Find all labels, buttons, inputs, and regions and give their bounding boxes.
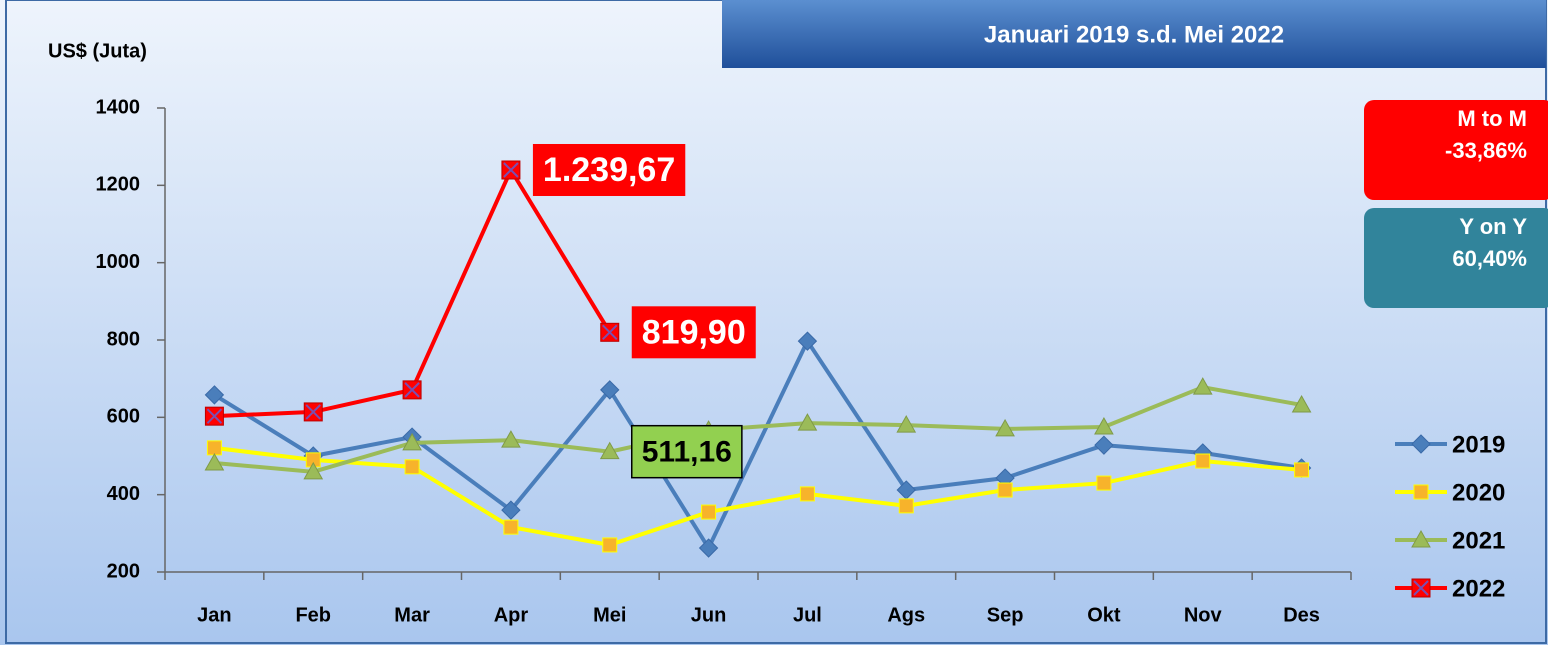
point <box>898 498 914 514</box>
y-tick-label: 1400 <box>96 96 141 118</box>
point <box>204 452 225 471</box>
point <box>503 519 519 535</box>
data-label-box <box>631 424 743 479</box>
x-tick-label: Sep <box>987 604 1024 626</box>
point <box>698 538 719 558</box>
x-tick-label: Jan <box>197 604 231 626</box>
data-label-box <box>532 143 686 196</box>
point <box>797 413 818 431</box>
y-tick-label: 600 <box>107 406 140 428</box>
point-x <box>206 408 223 424</box>
point <box>402 432 422 451</box>
point <box>1195 453 1211 469</box>
point-x <box>305 404 321 420</box>
point <box>1411 434 1431 454</box>
legend-label: 2020 <box>1452 479 1505 506</box>
point-x <box>503 162 519 178</box>
point <box>1192 377 1213 395</box>
point <box>797 331 818 351</box>
point <box>600 322 620 342</box>
point <box>204 385 225 405</box>
y-tick-label: 1000 <box>96 251 141 273</box>
x-tick-label: Feb <box>295 604 331 626</box>
legend-label: 2022 <box>1452 575 1505 602</box>
data-label: 819,90 <box>642 313 746 351</box>
point <box>1411 529 1431 548</box>
point <box>1413 484 1429 500</box>
series-line <box>213 337 1302 553</box>
x-tick-label: Jun <box>691 604 727 626</box>
y-tick-label: 1200 <box>96 174 141 196</box>
title-banner <box>722 0 1546 68</box>
point <box>501 430 521 448</box>
y-tick-label: 400 <box>107 483 140 505</box>
x-tick-label: Okt <box>1087 604 1121 626</box>
point <box>1094 416 1114 435</box>
point <box>1096 475 1112 491</box>
series-line <box>214 385 1302 474</box>
annotation-text: 60,40% <box>1452 246 1527 271</box>
series-line <box>214 445 1302 547</box>
legend-label: 2021 <box>1452 527 1505 554</box>
point <box>501 160 521 180</box>
annotation-box <box>1364 100 1548 200</box>
annotation-title: Y on Y <box>1459 214 1527 239</box>
point <box>402 380 422 400</box>
legend-label: 2019 <box>1452 431 1505 458</box>
y-tick-label: 800 <box>107 328 140 350</box>
x-tick-label: Ags <box>887 604 925 626</box>
point <box>1294 462 1310 478</box>
point <box>1291 394 1312 413</box>
x-tick-label: Apr <box>494 604 529 626</box>
chart-title: Januari 2019 s.d. Mei 2022 <box>984 21 1284 48</box>
point <box>303 402 323 422</box>
x-tick-label: Des <box>1283 604 1320 626</box>
point <box>600 380 620 400</box>
x-tick-label: Mei <box>593 604 626 626</box>
point <box>602 537 618 553</box>
data-label: 511,16 <box>642 436 732 469</box>
annotation-title: M to M <box>1457 106 1527 131</box>
point-x <box>1413 580 1429 596</box>
point <box>501 500 521 520</box>
point <box>206 440 222 456</box>
point <box>1094 435 1114 455</box>
data-label-box <box>631 306 756 359</box>
point <box>896 415 917 433</box>
frame <box>5 0 1547 644</box>
point <box>799 486 815 502</box>
x-tick-label: Jul <box>793 604 822 626</box>
annotation-box <box>1364 208 1548 308</box>
point-x <box>602 324 618 341</box>
annotation-text: -33,86% <box>1445 138 1527 163</box>
y-tick-label: 200 <box>107 560 140 582</box>
point <box>995 418 1015 437</box>
point <box>599 441 620 460</box>
point <box>701 504 717 520</box>
data-label: 1.239,67 <box>543 151 675 189</box>
point <box>204 406 224 426</box>
point-x <box>404 382 420 398</box>
x-tick-label: Mar <box>394 604 430 626</box>
point <box>1411 578 1431 598</box>
point <box>997 482 1013 498</box>
point <box>404 459 420 475</box>
y-axis-label: US$ (Juta) <box>48 40 147 62</box>
x-tick-label: Nov <box>1184 604 1223 626</box>
point <box>303 461 324 480</box>
